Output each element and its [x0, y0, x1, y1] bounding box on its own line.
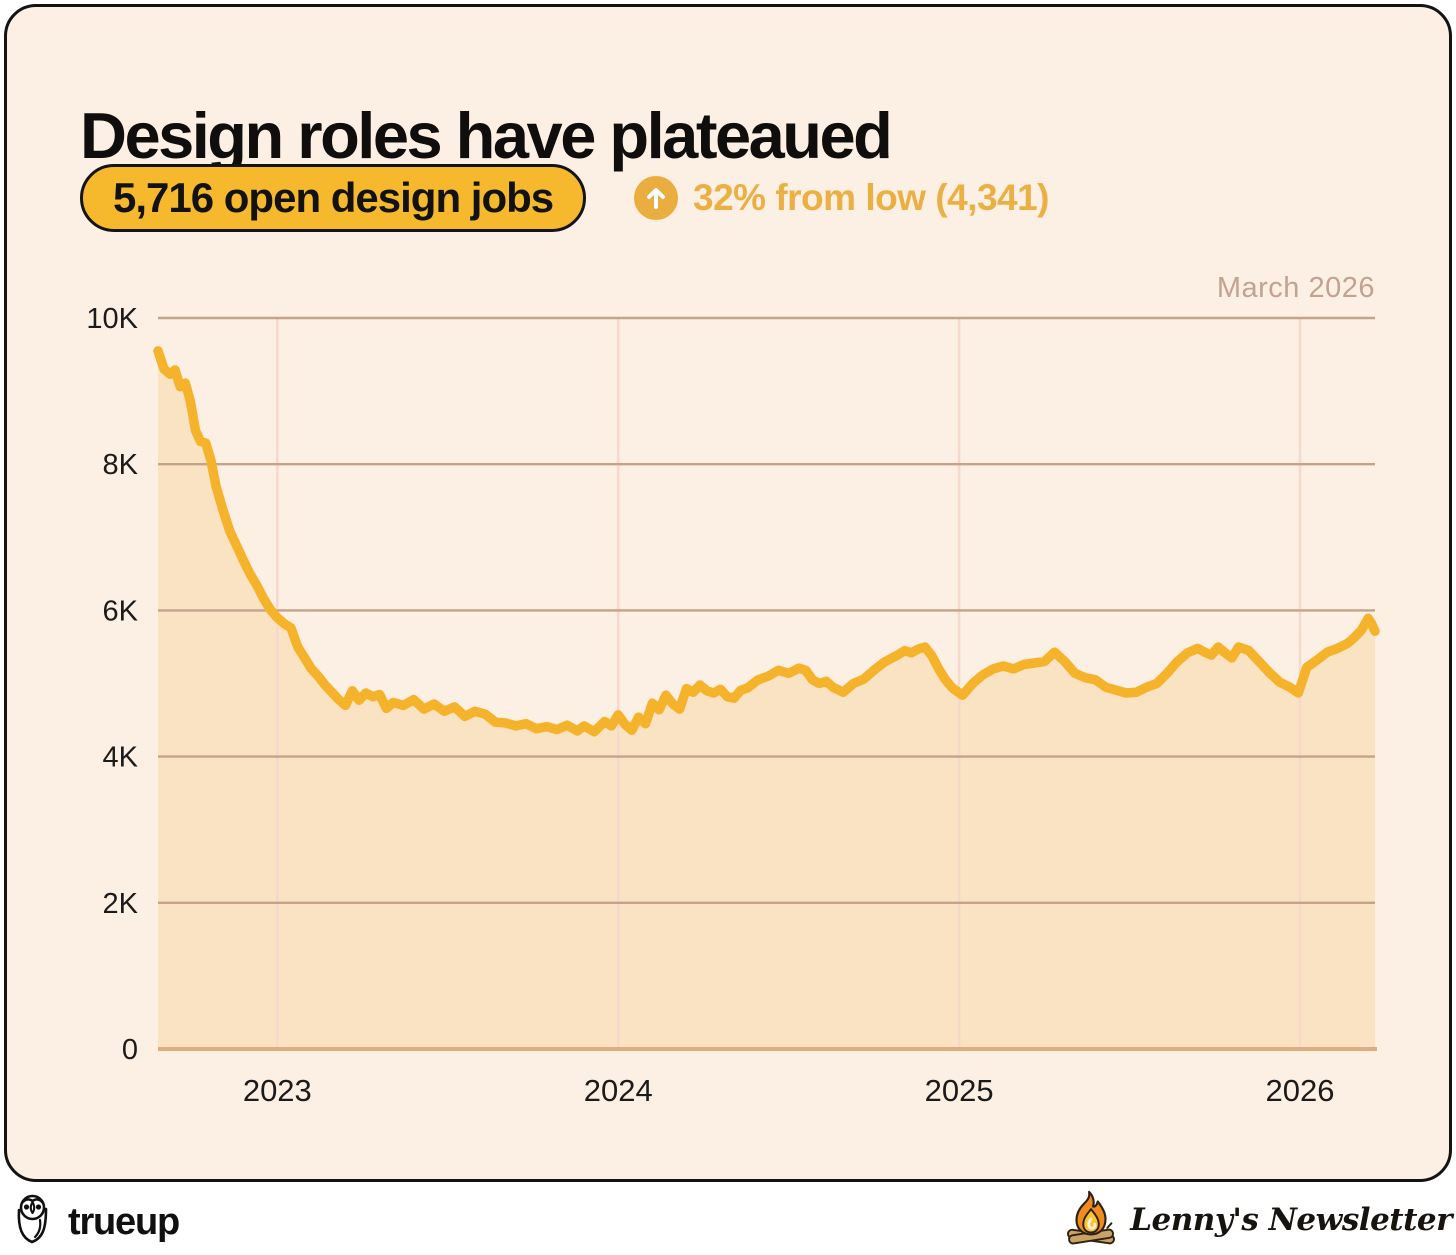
y-tick-label: 0 — [122, 1034, 138, 1066]
y-tick-label: 8K — [103, 449, 139, 481]
y-tick-label: 6K — [103, 595, 139, 627]
lennys-newsletter-logo: Lenny's Newsletter — [1062, 1188, 1452, 1251]
change-from-low: 32% from low (4,341) — [634, 176, 1050, 220]
chart-trend-line — [153, 346, 1380, 737]
x-tick-label: 2024 — [584, 1073, 653, 1108]
y-tick-label: 4K — [103, 742, 139, 774]
open-jobs-badge-label: 5,716 open design jobs — [113, 174, 554, 221]
owl-icon — [10, 1194, 56, 1251]
trueup-wordmark: trueup — [68, 1201, 180, 1243]
x-tick-label: 2025 — [925, 1073, 994, 1108]
lennys-wordmark: Lenny's Newsletter — [1130, 1201, 1452, 1238]
latest-date-annotation: March 2026 — [1216, 272, 1375, 304]
change-from-low-label: 32% from low (4,341) — [693, 177, 1050, 218]
campfire-icon — [1062, 1188, 1120, 1251]
x-tick-label: 2026 — [1266, 1073, 1335, 1108]
trueup-logo: trueup — [10, 1194, 180, 1251]
page-title: Design roles have plateaued — [80, 98, 893, 172]
x-tick-label: 2023 — [243, 1073, 312, 1108]
arrow-up-icon — [634, 176, 678, 220]
chart-area — [158, 350, 1375, 1049]
y-tick-label: 10K — [86, 303, 138, 335]
open-jobs-badge: 5,716 open design jobs — [80, 164, 587, 232]
y-tick-label: 2K — [103, 888, 139, 920]
